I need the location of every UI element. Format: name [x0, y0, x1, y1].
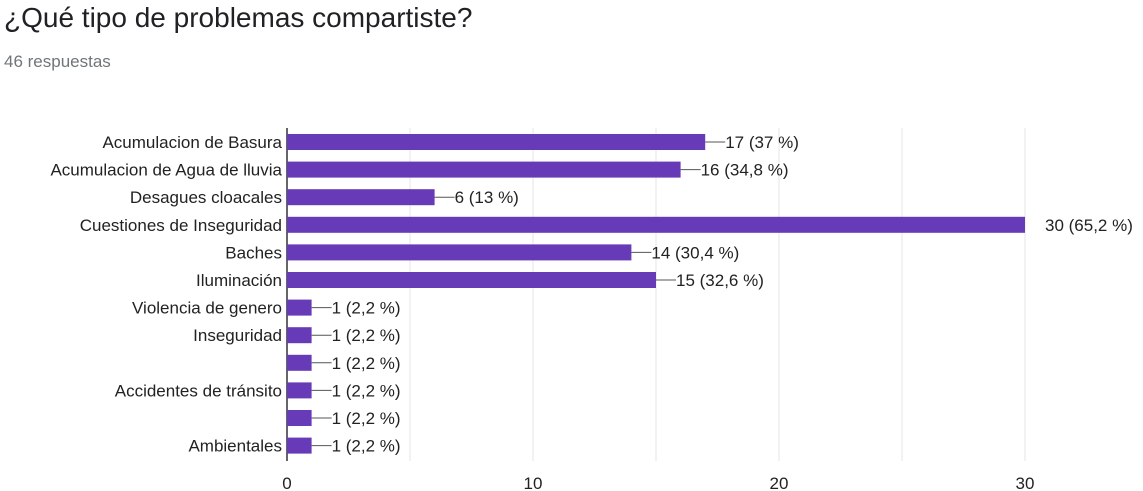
response-count: 46 respuestas [4, 52, 111, 71]
category-label: Cuestiones de Inseguridad [80, 216, 282, 235]
gridlines [286, 128, 1026, 461]
bar[interactable] [287, 134, 706, 150]
data-label: 6 (13 %) [455, 188, 519, 207]
bar[interactable] [287, 410, 312, 426]
category-label: Desagues cloacales [130, 188, 282, 207]
category-label: Acumulacion de Agua de lluvia [50, 161, 282, 180]
labels: 0 10 20 30 Acumulacion de Basura 17 (37 %) Acu… [50, 133, 1132, 491]
data-label: 1 (2,2 %) [332, 437, 401, 456]
data-label: 1 (2,2 %) [332, 299, 401, 318]
data-label: 1 (2,2 %) [332, 381, 401, 400]
x-tick-label: 30 [1016, 474, 1035, 491]
data-label: 30 (65,2 %) [1045, 216, 1133, 235]
bar[interactable] [287, 354, 312, 371]
bar[interactable] [287, 161, 681, 178]
category-label: Ambientales [188, 437, 282, 456]
bar[interactable] [287, 216, 1025, 233]
data-label: 1 (2,2 %) [332, 354, 401, 373]
data-label: 16 (34,8 %) [701, 161, 789, 180]
bar[interactable] [287, 382, 312, 399]
bar[interactable] [287, 327, 312, 344]
category-label: Baches [225, 243, 282, 262]
data-label: 1 (2,2 %) [332, 409, 401, 428]
bar[interactable] [287, 189, 435, 206]
chart-title: ¿Qué tipo de problemas compartiste? [4, 2, 473, 33]
bar[interactable] [287, 437, 312, 454]
bars [287, 134, 1025, 454]
category-label: Violencia de genero [132, 299, 282, 318]
x-tick-label: 0 [282, 474, 291, 491]
category-label: Accidentes de tránsito [115, 381, 282, 400]
bar[interactable] [287, 272, 656, 288]
category-label: Acumulacion de Basura [102, 133, 282, 152]
bar[interactable] [287, 244, 632, 261]
x-tick-label: 10 [524, 474, 543, 491]
category-label: Iluminación [196, 271, 282, 290]
data-label: 1 (2,2 %) [332, 326, 401, 345]
category-label: Inseguridad [193, 326, 282, 345]
x-tick-label: 20 [770, 474, 789, 491]
data-label: 17 (37 %) [725, 133, 799, 152]
data-label: 14 (30,4 %) [651, 243, 739, 262]
data-label: 15 (32,6 %) [676, 271, 764, 290]
bar[interactable] [287, 299, 312, 316]
